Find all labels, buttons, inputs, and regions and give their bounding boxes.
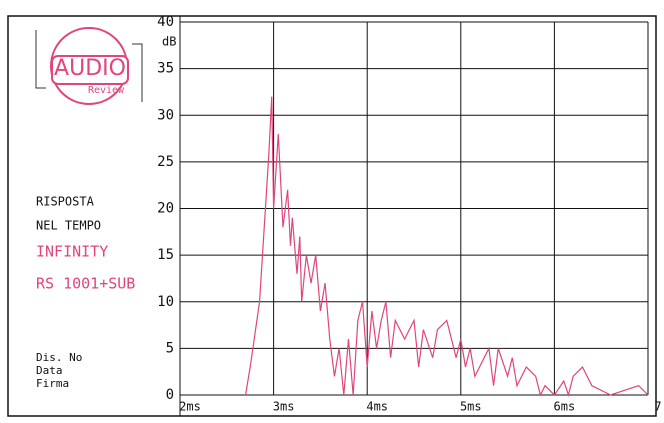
logo-sub: Review xyxy=(88,85,125,96)
logo-corner xyxy=(132,43,143,102)
logo: AUDIO Review xyxy=(35,27,143,105)
annotation: INFINITY xyxy=(36,243,108,261)
annotation: NEL TEMPO xyxy=(36,219,101,233)
logo-box xyxy=(51,55,129,85)
x-tick-label: 6ms xyxy=(554,400,576,414)
y-tick-label: 25 xyxy=(157,154,174,170)
annotation: Firma xyxy=(36,377,69,390)
annotation: Dis. No xyxy=(36,351,82,364)
y-tick-label: 0 xyxy=(166,387,174,403)
y-tick-label: 15 xyxy=(157,247,174,263)
x-tick-label: 3ms xyxy=(273,400,295,414)
logo-corner xyxy=(35,30,46,89)
y-tick-label: 35 xyxy=(157,61,174,77)
data-line xyxy=(244,96,649,398)
annotation: RS 1001+SUB xyxy=(36,275,135,293)
x-tick-label: 5ms xyxy=(460,400,482,414)
x-tick-label: 2ms xyxy=(179,400,201,414)
y-tick-label: 20 xyxy=(157,201,174,217)
annotation: Data xyxy=(36,364,63,377)
x-tick-label: 4ms xyxy=(366,400,388,414)
logo-text: AUDIO xyxy=(54,56,126,81)
y-tick-label: 30 xyxy=(157,107,174,123)
y-tick-label: 40 xyxy=(157,14,174,30)
annotation: RISPOSTA xyxy=(36,195,95,209)
x-tick-label: 7 xyxy=(654,400,661,414)
y-tick-label: 5 xyxy=(166,340,174,356)
y-tick-label: 10 xyxy=(157,294,174,310)
y-axis-label: dB xyxy=(162,35,176,49)
